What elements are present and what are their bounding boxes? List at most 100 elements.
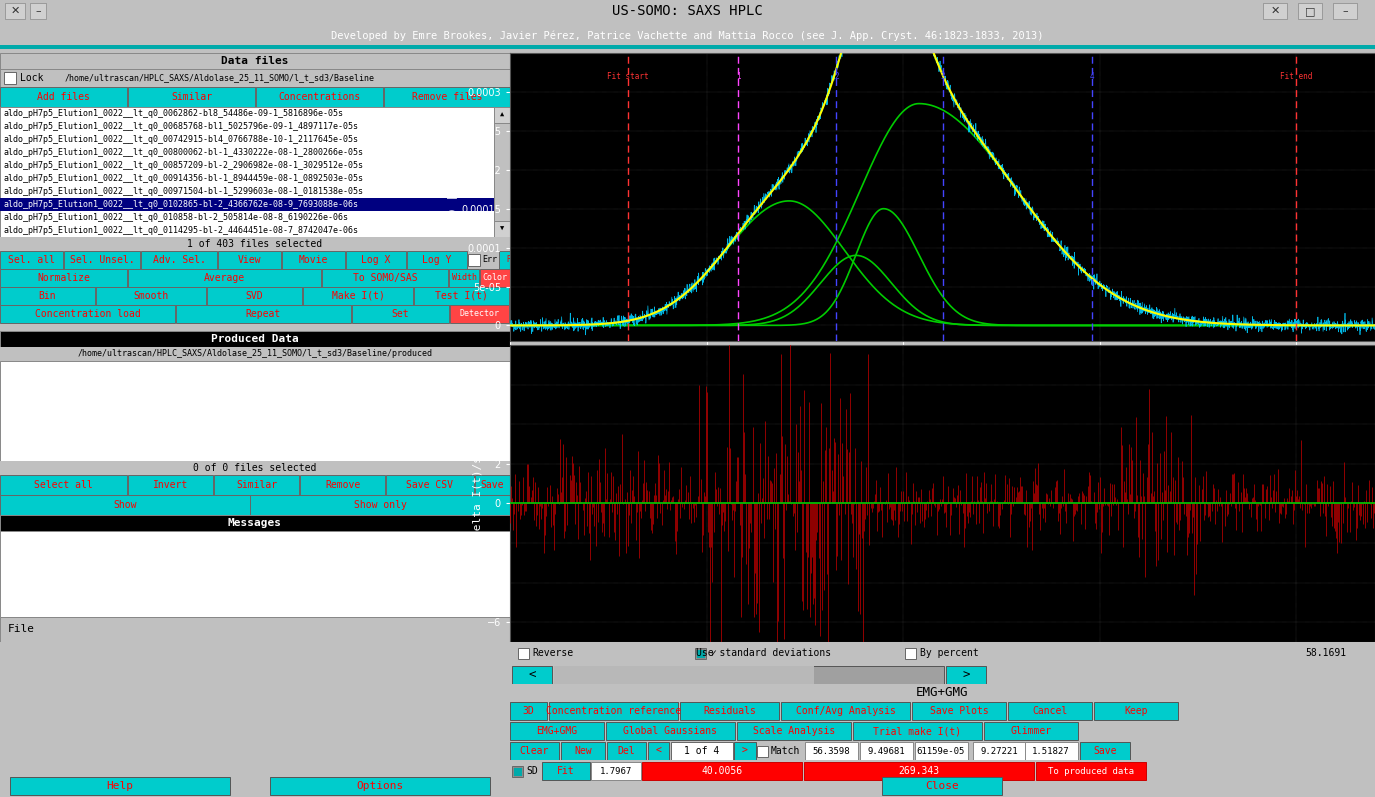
Text: □: □	[1305, 6, 1316, 16]
Text: 1.7967: 1.7967	[600, 767, 632, 775]
Bar	[0, 107, 494, 237]
Bar	[30, 3, 45, 19]
Text: Remove: Remove	[324, 480, 360, 490]
Bar	[512, 766, 522, 777]
Text: Save: Save	[481, 480, 505, 490]
Text: To SOMO/SAS: To SOMO/SAS	[352, 273, 418, 283]
Bar	[737, 722, 851, 740]
Bar	[510, 684, 1375, 700]
Bar	[852, 722, 982, 740]
Bar	[128, 87, 254, 107]
Text: Sel. Unsel.: Sel. Unsel.	[70, 255, 135, 265]
Bar	[494, 107, 510, 237]
Text: <: <	[656, 746, 661, 756]
Text: aldo_pH7p5_Elution1_0022__lt_q0_00685768-bl1_5025796e-09-1_4897117e-05s: aldo_pH7p5_Elution1_0022__lt_q0_00685768…	[3, 122, 358, 131]
Bar	[0, 475, 126, 495]
Bar	[128, 269, 320, 287]
Bar	[10, 777, 230, 795]
Bar	[0, 461, 510, 475]
Text: File: File	[8, 625, 34, 634]
Text: Clear: Clear	[520, 746, 549, 756]
Text: Fit start: Fit start	[608, 73, 649, 81]
Text: Fit end: Fit end	[1280, 73, 1313, 81]
Bar	[549, 702, 678, 720]
Bar	[510, 760, 1375, 780]
Bar	[696, 649, 705, 658]
Bar	[250, 495, 510, 515]
Bar	[0, 287, 95, 305]
Text: <: <	[528, 669, 536, 681]
Bar	[912, 702, 1006, 720]
Text: Options: Options	[356, 781, 404, 791]
Text: Concentrations: Concentrations	[278, 92, 360, 102]
Bar	[1264, 3, 1287, 19]
Text: aldo_pH7p5_Elution1_0022__lt_q0_00857209-bl-2_2906982e-08-1_3029512e-05s: aldo_pH7p5_Elution1_0022__lt_q0_00857209…	[3, 161, 363, 170]
Bar	[494, 221, 510, 237]
Bar	[0, 251, 63, 269]
Bar	[554, 666, 814, 684]
Bar	[450, 305, 509, 323]
Text: Remove files: Remove files	[411, 92, 483, 102]
Text: ▼: ▼	[500, 226, 505, 232]
Bar	[407, 251, 468, 269]
Bar	[0, 87, 126, 107]
Bar	[0, 347, 510, 361]
Text: Lock: Lock	[21, 73, 44, 83]
Bar	[0, 198, 494, 211]
Bar	[554, 666, 945, 684]
Bar	[0, 237, 510, 251]
Bar	[300, 475, 385, 495]
Text: Data files: Data files	[221, 56, 289, 66]
Text: US-SOMO: SAXS HPLC: US-SOMO: SAXS HPLC	[612, 4, 763, 18]
Bar	[510, 742, 560, 760]
Bar	[781, 702, 910, 720]
Text: Test I(t): Test I(t)	[434, 291, 488, 301]
Text: 1 of 4: 1 of 4	[685, 746, 719, 756]
Text: 2: 2	[835, 73, 839, 81]
Text: aldo_pH7p5_Elution1_0022__lt_q0_010858-bl-2_505814e-08-8_6190226e-06s: aldo_pH7p5_Elution1_0022__lt_q0_010858-b…	[3, 213, 348, 222]
Text: /home/ultrascan/HPLC_SAXS/Aldolase_25_11_SOMO/l_t_sd3/Baseline: /home/ultrascan/HPLC_SAXS/Aldolase_25_11…	[65, 73, 375, 83]
Text: Match: Match	[771, 746, 800, 756]
Bar	[0, 515, 510, 531]
Bar	[142, 251, 217, 269]
Text: Color: Color	[483, 273, 507, 282]
Bar	[694, 648, 705, 659]
Text: Del: Del	[617, 746, 635, 756]
Bar	[758, 746, 769, 757]
Y-axis label: I(t) [a.u.]: I(t) [a.u.]	[447, 160, 456, 234]
Text: Normalize: Normalize	[37, 273, 89, 283]
Bar	[512, 666, 551, 684]
Text: aldo_pH7p5_Elution1_0022__lt_q0_0062862-bl8_54486e-09-1_5816896e-05s: aldo_pH7p5_Elution1_0022__lt_q0_0062862-…	[3, 109, 342, 118]
Bar	[518, 648, 529, 659]
Bar	[1035, 762, 1145, 780]
Bar	[214, 475, 298, 495]
Bar	[494, 107, 510, 123]
Bar	[561, 742, 605, 760]
Text: Concentration reference: Concentration reference	[546, 706, 681, 716]
Bar	[65, 251, 140, 269]
Bar	[414, 287, 509, 305]
Text: >: >	[962, 669, 969, 681]
Text: Keep: Keep	[1125, 706, 1148, 716]
Text: Log X: Log X	[362, 255, 390, 265]
Text: Detector: Detector	[459, 309, 499, 319]
Bar	[1298, 3, 1321, 19]
Text: Smooth: Smooth	[133, 291, 169, 301]
Text: 56.3598: 56.3598	[813, 747, 850, 756]
Text: 4: 4	[1089, 73, 1094, 81]
Bar	[0, 53, 510, 69]
Bar	[282, 251, 345, 269]
Bar	[859, 742, 913, 760]
Bar	[1079, 742, 1130, 760]
Bar	[606, 742, 646, 760]
Text: EMG+GMG: EMG+GMG	[916, 685, 969, 698]
Text: Global Gaussians: Global Gaussians	[623, 726, 718, 736]
Text: Use standard deviations: Use standard deviations	[696, 648, 830, 658]
Bar	[681, 702, 780, 720]
Text: ✕: ✕	[1270, 6, 1280, 16]
Text: To produced data: To produced data	[1048, 767, 1134, 775]
Text: Similar: Similar	[236, 480, 276, 490]
Text: Developed by Emre Brookes, Javier Pérez, Patrice Vachette and Mattia Rocco (see : Developed by Emre Brookes, Javier Pérez,…	[331, 30, 1044, 41]
Text: Help: Help	[106, 781, 133, 791]
Bar	[176, 305, 351, 323]
